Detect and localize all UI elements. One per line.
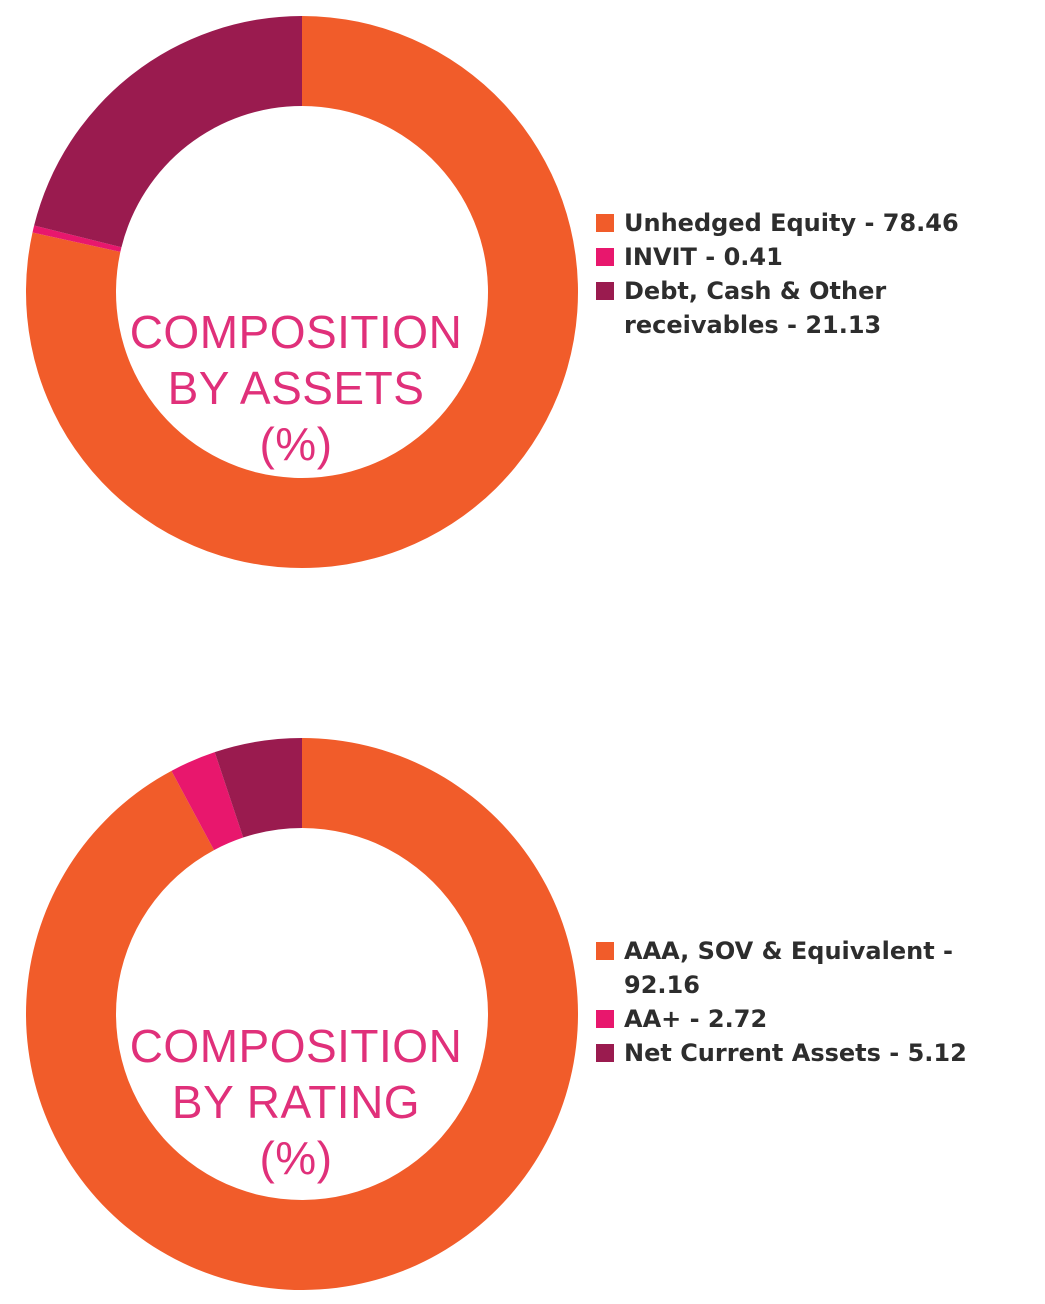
assets-center-label-line-1: COMPOSITION bbox=[129, 306, 463, 358]
assets-center-label-line-3: (%) bbox=[259, 418, 333, 470]
donut-slice-net-current-assets bbox=[214, 738, 302, 838]
rating-chart-block: COMPOSITION BY RATING (%) AAA, SOV & Equ… bbox=[0, 734, 1045, 1294]
legend-label: AA+ - 2.72 bbox=[624, 1005, 768, 1033]
legend-swatch-pink bbox=[596, 1010, 614, 1028]
rating-legend: AAA, SOV & Equivalent - 92.16 AA+ - 2.72… bbox=[596, 934, 1036, 1070]
assets-legend: Unhedged Equity - 78.46 INVIT - 0.41 Deb… bbox=[596, 206, 1036, 342]
legend-item-aaa-sov: AAA, SOV & Equivalent - 92.16 bbox=[596, 934, 1036, 1002]
rating-donut-chart bbox=[25, 738, 579, 1290]
rating-center-label-line-2: BY RATING bbox=[171, 1076, 421, 1128]
assets-center-label: COMPOSITION BY ASSETS (%) bbox=[96, 304, 496, 472]
rating-center-label-line-1: COMPOSITION bbox=[129, 1020, 463, 1072]
legend-item-aa-plus: AA+ - 2.72 bbox=[596, 1002, 1036, 1036]
assets-center-label-line-2: BY ASSETS bbox=[167, 362, 425, 414]
legend-swatch-pink bbox=[596, 248, 614, 266]
legend-item-unhedged-equity: Unhedged Equity - 78.46 bbox=[596, 206, 1036, 240]
donut-slice-aaa-sov-equivalent bbox=[25, 738, 579, 1290]
legend-swatch-orange bbox=[596, 942, 614, 960]
legend-label: Net Current Assets - 5.12 bbox=[624, 1039, 967, 1067]
legend-item-invit: INVIT - 0.41 bbox=[596, 240, 1036, 274]
legend-label: INVIT - 0.41 bbox=[624, 243, 783, 271]
legend-item-debt-cash-other: Debt, Cash & Other receivables - 21.13 bbox=[596, 274, 1036, 342]
legend-label: Unhedged Equity - 78.46 bbox=[624, 209, 959, 237]
legend-item-net-current-assets: Net Current Assets - 5.12 bbox=[596, 1036, 1036, 1070]
legend-label: Debt, Cash & Other receivables - 21.13 bbox=[624, 277, 887, 339]
legend-swatch-maroon bbox=[596, 1044, 614, 1062]
rating-center-label-line-3: (%) bbox=[259, 1132, 333, 1184]
donut-slice-aa bbox=[171, 752, 244, 851]
assets-donut-chart bbox=[26, 16, 579, 569]
rating-center-label: COMPOSITION BY RATING (%) bbox=[96, 1018, 496, 1186]
legend-swatch-maroon bbox=[596, 282, 614, 300]
assets-chart-block: COMPOSITION BY ASSETS (%) Unhedged Equit… bbox=[0, 12, 1045, 572]
legend-swatch-orange bbox=[596, 214, 614, 232]
donut-slice-unhedged-equity bbox=[26, 16, 579, 569]
legend-label: AAA, SOV & Equivalent - 92.16 bbox=[624, 937, 954, 999]
donut-slice-debt-cash-other-receivables bbox=[34, 16, 302, 248]
donut-slice-invit bbox=[32, 225, 122, 252]
